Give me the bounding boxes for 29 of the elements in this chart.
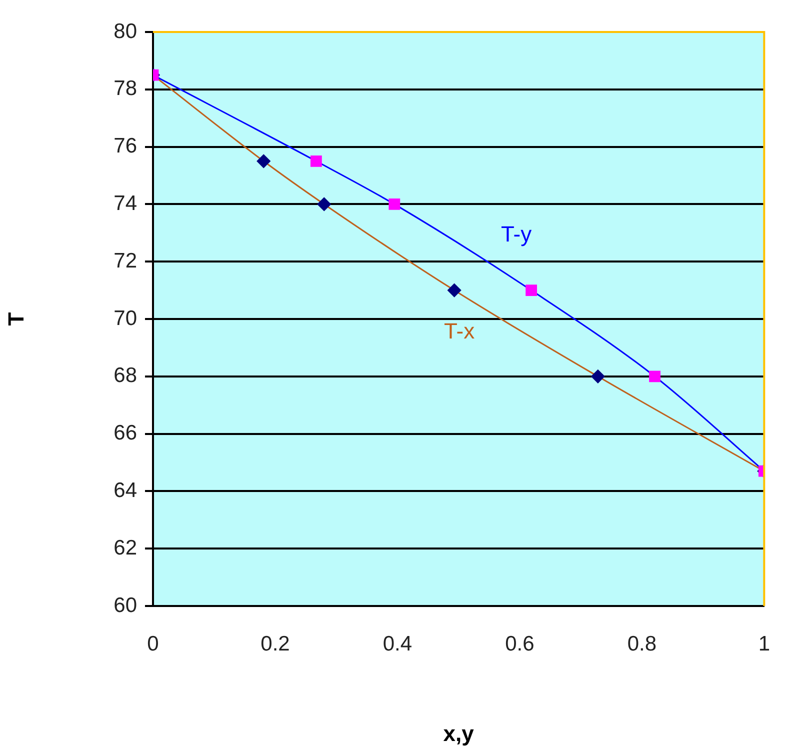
y-axis-title: T (3, 312, 28, 326)
y-tick-label: 60 (114, 594, 137, 617)
x-tick-label: 1 (758, 632, 770, 656)
point (649, 370, 660, 382)
point (591, 370, 605, 384)
y-tick-label: 76 (114, 134, 137, 158)
y-tick-label: 68 (114, 364, 137, 388)
point (317, 197, 331, 211)
series-label: T-x (444, 318, 475, 344)
x-tick-label: 0.8 (627, 632, 657, 656)
point (388, 198, 400, 210)
point (448, 284, 462, 298)
point (526, 284, 538, 296)
x-axis-title: x,y (443, 720, 475, 746)
y-tick-label: 78 (114, 77, 137, 100)
y-tick-label: 80 (114, 20, 137, 43)
y-tick-label: 64 (114, 478, 138, 502)
y-tick-label: 74 (114, 192, 138, 215)
y-tick-label: 70 (114, 306, 137, 330)
x-tick-label: 0.6 (505, 632, 534, 656)
y-tick-label: 62 (114, 536, 137, 560)
x-tick-label: 0.2 (260, 632, 290, 656)
series-label: T-y (501, 221, 532, 246)
y-tick-label: 66 (114, 422, 137, 445)
point (256, 154, 270, 168)
point (310, 155, 322, 167)
x-tick-label: 0 (147, 632, 159, 656)
y-tick-label: 72 (114, 249, 137, 272)
x-tick-label: 0.4 (382, 632, 412, 656)
